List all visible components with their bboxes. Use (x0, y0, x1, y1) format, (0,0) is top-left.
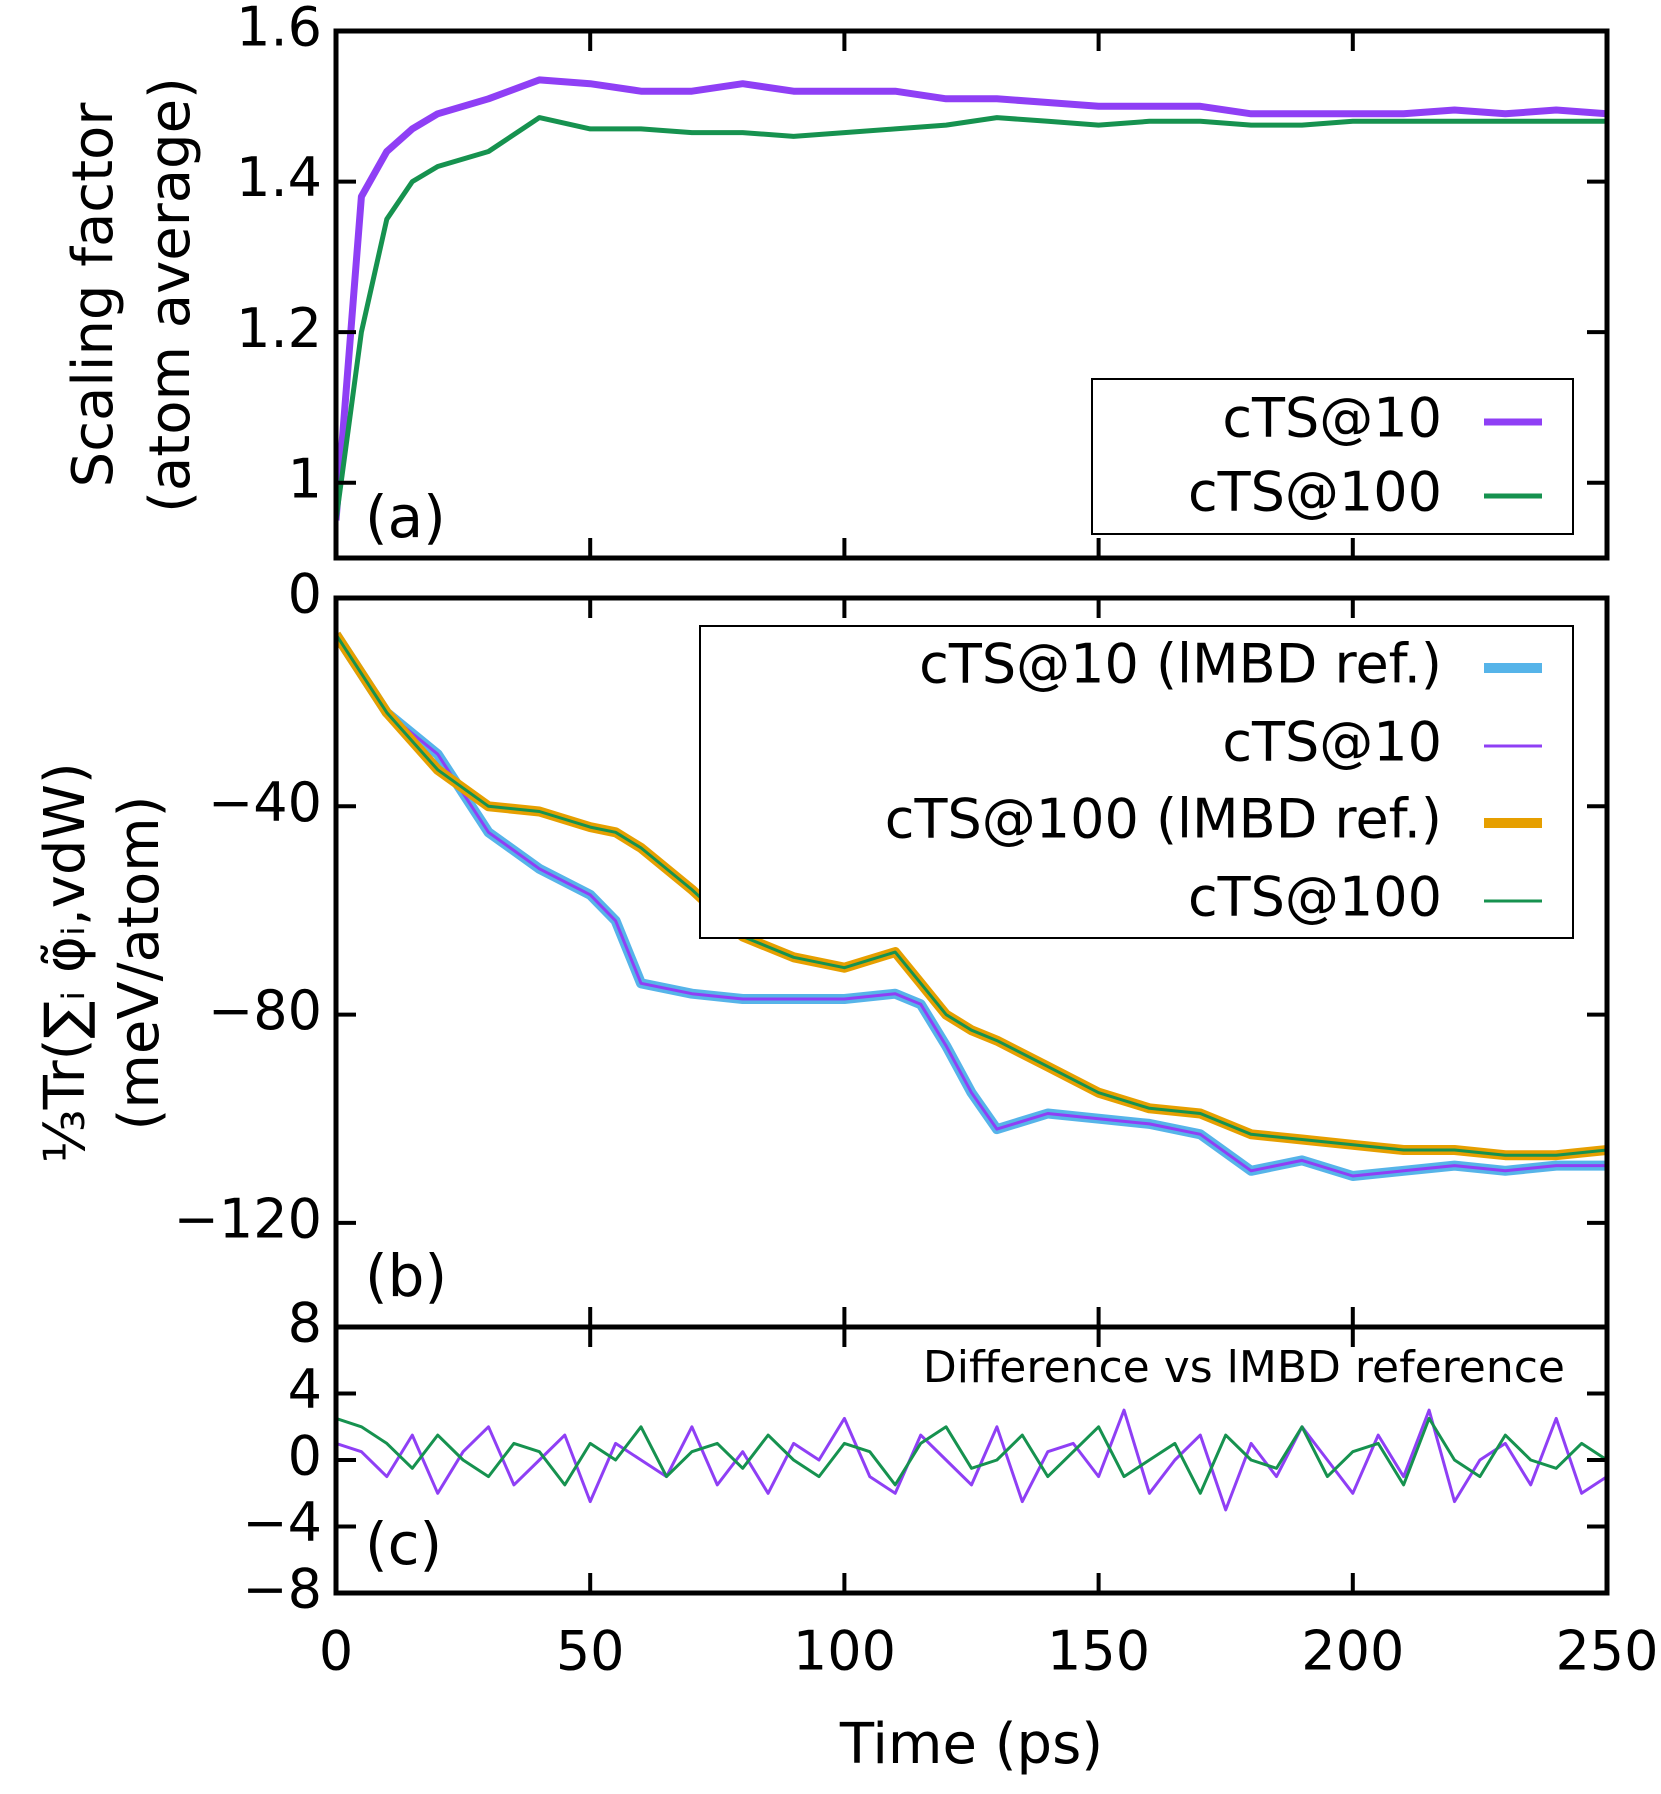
series-line (336, 633, 1607, 1157)
plot-frame (333, 28, 1610, 561)
panel-label: (b) (365, 1242, 447, 1310)
y-tick-label: −80 (208, 979, 322, 1042)
x-tick-label: 250 (1555, 1620, 1658, 1683)
y-tick-label: −40 (208, 771, 322, 834)
series-line (336, 1416, 1607, 1495)
x-axis-label: Time (ps) (839, 1712, 1103, 1777)
y-tick-label: 0 (288, 1425, 322, 1488)
x-tick-label: 50 (556, 1620, 625, 1683)
legend-label: cTS@100 (lMBD ref.) (885, 788, 1442, 851)
series-line (336, 115, 1607, 521)
y-tick-label: 1.4 (236, 146, 322, 209)
y-axis-label: ⅓Tr(∑ᵢ φ̃ᵢ,vdW) (33, 762, 98, 1163)
panel-subtitle: Difference vs lMBD reference (923, 1342, 1565, 1393)
y-axis-label: (meV/atom) (107, 796, 172, 1131)
x-tick-label: 200 (1301, 1620, 1404, 1683)
legend-label: cTS@100 (1188, 866, 1442, 929)
y-tick-label: 1.2 (236, 297, 322, 360)
y-tick-label: −120 (174, 1187, 322, 1250)
panel-label: (a) (365, 483, 446, 551)
y-tick-label: 8 (288, 1292, 322, 1355)
x-tick-label: 150 (1047, 1620, 1150, 1683)
legend-label: cTS@10 (1222, 711, 1442, 774)
series-line (336, 76, 1607, 521)
y-tick-label: −8 (242, 1558, 322, 1621)
y-axis-label: Scaling factor (61, 102, 126, 488)
legend-label: cTS@10 (1222, 387, 1442, 450)
panel-label: (c) (365, 1510, 442, 1578)
legend-label: cTS@10 (lMBD ref.) (919, 633, 1442, 696)
y-tick-label: 4 (288, 1358, 322, 1421)
y-tick-label: 1 (288, 447, 322, 510)
series-line (336, 633, 1607, 1178)
y-tick-label: 0 (288, 563, 322, 626)
y-axis-label: (atom average) (138, 77, 203, 513)
x-tick-label: 100 (793, 1620, 896, 1683)
legend-box (699, 625, 1574, 939)
legend-box (1091, 378, 1574, 535)
y-tick-label: 1.6 (236, 0, 322, 59)
x-tick-label: 0 (319, 1620, 353, 1683)
series-line (336, 1408, 1607, 1512)
y-tick-label: −4 (242, 1491, 322, 1554)
legend-label: cTS@100 (1188, 461, 1442, 524)
